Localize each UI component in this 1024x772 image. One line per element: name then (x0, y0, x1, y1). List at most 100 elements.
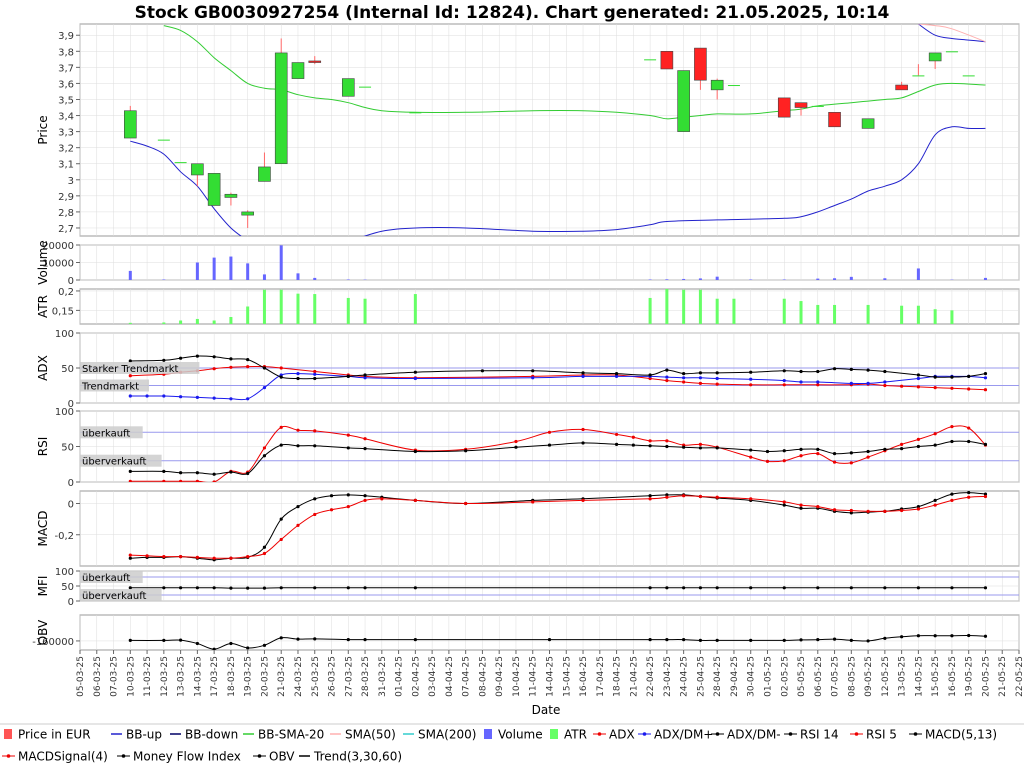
series-point (615, 443, 618, 446)
series-point (313, 444, 316, 447)
series-point (816, 383, 819, 386)
bar (816, 279, 819, 280)
bar (749, 279, 752, 280)
series-point (783, 459, 786, 462)
series-point (917, 507, 920, 510)
series-point (816, 505, 819, 508)
candle-body (409, 112, 421, 113)
candle-body (208, 173, 220, 205)
legend-marker (122, 754, 126, 758)
series-point (581, 375, 584, 378)
legend-label: BB-down (185, 728, 238, 742)
bar (934, 309, 937, 324)
series-point (716, 371, 719, 374)
bar (196, 263, 199, 281)
y-tick-label: 100 (55, 567, 74, 578)
x-tick-label: 14-04-25 (546, 656, 556, 697)
series-point (363, 494, 366, 497)
series-point (833, 367, 836, 370)
legend-item: SMA(50) (330, 728, 396, 742)
bar (313, 294, 316, 324)
series-point (347, 446, 350, 449)
x-tick-label: 25-04-25 (696, 656, 706, 697)
legend-item: RSI 5 (850, 728, 897, 742)
legend-item: Price in EUR (4, 728, 91, 742)
series-point (246, 555, 249, 558)
series-point (280, 636, 283, 639)
bar (296, 294, 299, 324)
x-tick-label: 12-03-25 (160, 656, 170, 697)
series-point (716, 377, 719, 380)
bar (984, 278, 987, 280)
x-tick-label: 29-04-25 (730, 656, 740, 697)
y-tick-label: 3 (68, 176, 74, 187)
bar (263, 274, 266, 280)
candle-body (778, 98, 790, 117)
series-point (850, 451, 853, 454)
series-point (531, 376, 534, 379)
bar (665, 289, 668, 324)
x-tick-label: 20-03-25 (260, 656, 270, 697)
series-point (649, 373, 652, 376)
series-point (380, 497, 383, 500)
series-point (883, 637, 886, 640)
legend-marker (7, 754, 11, 758)
series-point (129, 553, 132, 556)
series-point (699, 639, 702, 642)
series-point (162, 555, 165, 558)
bar (280, 245, 283, 280)
series-point (783, 586, 786, 589)
series-point (799, 454, 802, 457)
series-point (866, 369, 869, 372)
y-tick-label: 3,7 (58, 63, 74, 74)
series-point (967, 491, 970, 494)
bar (917, 306, 920, 324)
y-axis-label: ATR (36, 295, 50, 318)
series-point (129, 394, 132, 397)
series-point (934, 499, 937, 502)
legend-item: ADX (593, 728, 635, 742)
series-point (900, 385, 903, 388)
series-point (129, 586, 132, 589)
candle-body (929, 53, 941, 61)
indicator-panels: 2,72,82,933,13,23,33,43,53,63,73,83,9Pri… (32, 24, 1019, 651)
series-point (749, 639, 752, 642)
y-tick-label: 2,7 (58, 224, 74, 235)
series-point (548, 443, 551, 446)
legend-item: MACDSignal(4) (2, 750, 108, 764)
series-point (649, 494, 652, 497)
bar (313, 278, 316, 280)
series-point (229, 397, 232, 400)
chart-title: Stock GB0030927254 (Internal Id: 12824).… (135, 3, 890, 23)
series-point (145, 394, 148, 397)
series-point (665, 586, 668, 589)
y-tick-label: 0,2 (58, 287, 74, 298)
bar (246, 307, 249, 325)
candle-body (694, 48, 706, 80)
series-point (816, 380, 819, 383)
y-tick-label: 3,6 (58, 79, 74, 90)
series-point (833, 508, 836, 511)
series-point (296, 638, 299, 641)
bar (850, 277, 853, 280)
series-point (716, 383, 719, 386)
bar (699, 290, 702, 324)
x-tick-label: 28-03-25 (361, 656, 371, 697)
bar (682, 279, 685, 280)
y-tick-label: 0 (68, 500, 74, 511)
series-point (229, 366, 232, 369)
x-tick-label: 12-05-25 (881, 656, 891, 697)
series-point (263, 546, 266, 549)
x-tick-label: 11-04-25 (529, 656, 539, 697)
series-point (296, 372, 299, 375)
x-tick-label: 23-04-25 (663, 656, 673, 697)
series-point (246, 646, 249, 649)
y-axis-label: Price (36, 115, 50, 144)
legend-label: Volume (498, 728, 543, 742)
bar (900, 306, 903, 324)
y-axis-label: Volume (36, 240, 50, 285)
bar (162, 322, 165, 324)
